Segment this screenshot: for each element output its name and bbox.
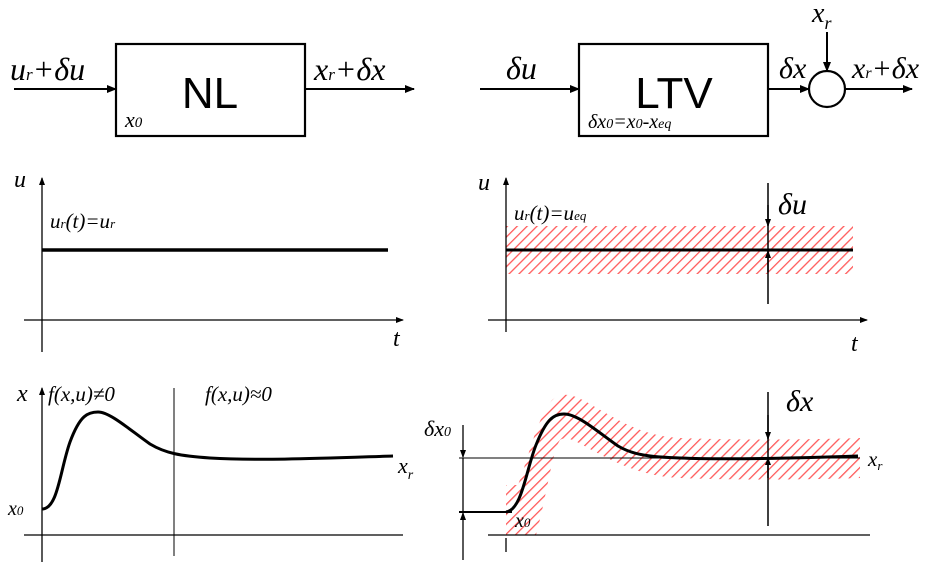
y-axis-label: u: [14, 167, 26, 193]
nl-block-name: NL: [182, 69, 238, 118]
ltv-input-label: δu: [506, 50, 537, 86]
y-axis-label: x: [16, 381, 28, 407]
region-steady-label: f(x,u)≈0: [205, 382, 272, 406]
initial-state-label: x0: [7, 498, 24, 520]
ltv-output-label: δx: [779, 52, 807, 85]
x-axis-label: t: [851, 331, 859, 357]
state-perturbation-label: δx: [786, 385, 814, 418]
initial-offset-label: δx0: [424, 416, 451, 441]
input-perturbation-label: δu: [778, 188, 807, 221]
ltv-block-name: LTV: [635, 69, 713, 118]
state-trajectory: [505, 412, 859, 514]
input-plot-ltv: u t ur(t)=ueq δu: [478, 170, 868, 357]
nl-block-diagram: ur+δu NL x0 xr+δx: [10, 42, 415, 138]
state-plot-nonlinear: x f(x,u)≠0 f(x,u)≈0 xr x0: [7, 381, 414, 562]
reference-label: xr: [397, 453, 414, 483]
initial-state-label: x0: [514, 510, 531, 532]
sum-reference-label: xr: [811, 0, 832, 33]
input-curve-label: ur(t)=ur: [50, 209, 116, 233]
input-plot-nonlinear: u t ur(t)=ur: [14, 167, 404, 352]
ltv-initial-state: δx0=x0-xeq: [588, 111, 671, 133]
reference-label: xr: [867, 447, 883, 473]
y-axis-label: u: [478, 170, 490, 196]
x-axis-label: t: [393, 326, 401, 352]
sum-output-label: xr+δx: [851, 52, 920, 85]
summing-junction: [807, 69, 847, 109]
state-trajectory: [41, 410, 394, 511]
nl-input-label: ur+δu: [10, 51, 85, 87]
nl-output-label: xr+δx: [313, 51, 386, 87]
state-plot-ltv: δx0 δx xr x0: [424, 385, 883, 560]
input-curve-label: ur(t)=ueq: [514, 201, 587, 225]
region-transient-label: f(x,u)≠0: [48, 382, 115, 406]
nl-initial-state: x0: [124, 107, 143, 132]
ltv-block-diagram: δu LTV δx0=x0-xeq δx xr xr+δx: [480, 0, 920, 138]
